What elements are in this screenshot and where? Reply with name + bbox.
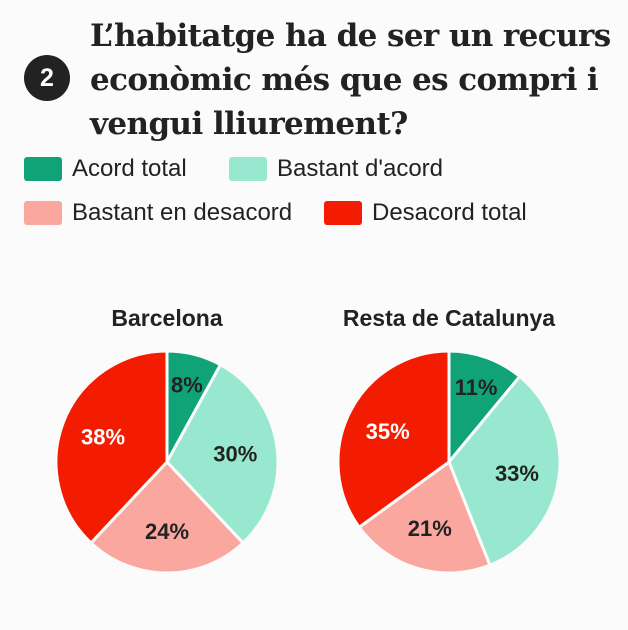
- legend-swatch: [24, 201, 62, 225]
- pie-svg: 8% 30% 24% 38%: [54, 349, 280, 575]
- pie-data-label: 30%: [213, 441, 257, 466]
- legend-label: Bastant en desacord: [72, 199, 293, 226]
- pie-chart-barcelona: Barcelona 8% 30% 24% 38%: [42, 305, 292, 585]
- question-number-badge: 2: [24, 55, 70, 101]
- pie-chart-resta-catalunya: Resta de Catalunya 11% 33% 21% 35%: [324, 305, 574, 585]
- pie-data-label: 21%: [408, 516, 452, 541]
- pie-data-label: 24%: [145, 519, 189, 544]
- pie-slice-3: [88, 459, 246, 575]
- pie-slice-4: [336, 349, 451, 530]
- legend-swatch: [24, 157, 62, 181]
- legend-label: Desacord total: [372, 199, 527, 226]
- pie-data-label: 11%: [455, 375, 498, 400]
- legend-label: Bastant d'acord: [277, 155, 444, 182]
- pie-slice-2: [165, 362, 280, 546]
- pie-slice-3: [357, 459, 492, 575]
- pie-data-label: 33%: [495, 461, 539, 486]
- pie-svg: 11% 33% 21% 35%: [336, 349, 562, 575]
- pie-slice-4: [54, 349, 169, 546]
- question-header: 2 L’habitatge ha de ser un recurs econòm…: [0, 0, 628, 150]
- chart-title: Barcelona: [111, 305, 223, 331]
- question-title: L’habitatge ha de ser un recurs econòmic…: [90, 18, 611, 142]
- legend-item-desacord-total: Desacord total: [324, 199, 527, 227]
- pie-data-label: 38%: [81, 425, 125, 450]
- pie-data-label: 35%: [366, 419, 410, 444]
- legend-item-acord-total: Acord total: [24, 155, 187, 183]
- chart-title: Resta de Catalunya: [342, 305, 556, 331]
- legend-item-bastant-acord: Bastant d'acord: [229, 155, 443, 183]
- legend-swatch: [229, 157, 267, 181]
- pie-slice-2: [447, 374, 562, 568]
- legend-label: Acord total: [72, 155, 187, 182]
- legend-item-bastant-desacord: Bastant en desacord: [24, 199, 292, 227]
- pie-data-label: 8%: [171, 373, 203, 398]
- legend-swatch: [324, 201, 362, 225]
